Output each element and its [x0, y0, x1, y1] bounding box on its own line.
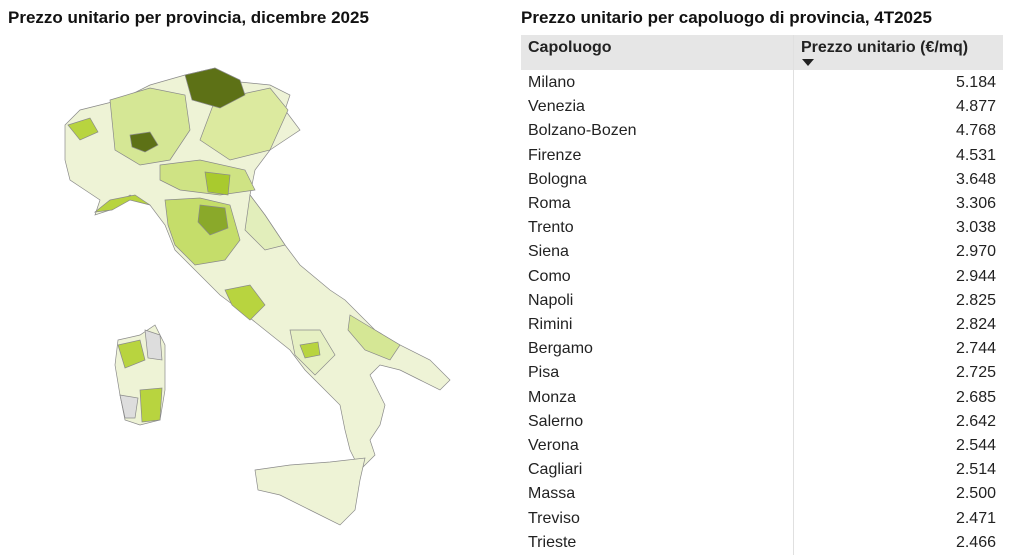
cagliari	[139, 387, 163, 423]
price-cell: 5.184	[955, 74, 996, 91]
roma	[224, 284, 266, 321]
header-cell[interactable]: Prezzo unitario (€/mq)	[801, 39, 969, 56]
marche	[244, 194, 286, 251]
price-cell: 3.038	[955, 219, 996, 237]
price-cell: 2.544	[955, 437, 996, 454]
price-cell: 3.306	[955, 195, 996, 212]
table-row: Salerno 2.642	[521, 411, 1003, 435]
city-cell: Siena	[528, 243, 569, 261]
table-row: Monza 2.685	[521, 387, 1003, 411]
table-row: Trieste 2.466	[521, 532, 1003, 556]
aosta	[67, 117, 99, 141]
table-row: Verona 2.544	[521, 435, 1003, 459]
price-cell: 2.514	[955, 461, 996, 479]
bologna	[204, 171, 231, 196]
city-cell: Como	[528, 267, 571, 285]
trentino	[184, 67, 246, 109]
city-cell: Verona	[528, 437, 579, 454]
table-row: Como 2.944	[521, 266, 1003, 290]
column-divider	[793, 35, 794, 555]
milano	[129, 131, 159, 153]
liguria	[93, 194, 151, 213]
table-row: Trento 3.038	[521, 217, 1003, 241]
city-cell: Trieste	[528, 533, 577, 551]
table-header: Capoluogo Prezzo unitario (€/mq)	[521, 35, 1003, 70]
table-row: Milano 5.184	[521, 72, 1003, 96]
table-row: Cagliari 2.514	[521, 459, 1003, 483]
price-cell: 2.944	[955, 267, 996, 285]
table-row: Massa 2.500	[521, 483, 1003, 507]
map-title: Prezzo unitario per provincia, dicembre …	[8, 8, 369, 27]
table-row: Bergamo 2.744	[521, 338, 1003, 362]
table-row: Bolzano-Bozen 4.768	[521, 120, 1003, 144]
price-cell: 4.768	[955, 122, 996, 140]
city-cell: Salerno	[528, 412, 584, 430]
map	[64, 67, 451, 526]
sort-icon[interactable]	[802, 59, 814, 67]
city-cell: Roma	[528, 195, 571, 212]
price-cell: 2.685	[955, 388, 996, 406]
city-cell: Bolzano-Bozen	[528, 122, 637, 140]
city-cell: Rimini	[528, 316, 573, 333]
table-row: Napoli 2.825	[521, 290, 1003, 314]
city-cell: Treviso	[528, 509, 580, 527]
city-cell: Milano	[528, 74, 576, 91]
table-row: Firenze 4.531	[521, 145, 1003, 169]
price-cell: 2.744	[955, 340, 996, 358]
table-row: Roma 3.306	[521, 193, 1003, 217]
price-cell: 2.725	[955, 364, 996, 382]
price-cell: 2.466	[955, 533, 996, 551]
price-cell: 4.877	[955, 98, 996, 116]
city-cell: Napoli	[528, 291, 574, 309]
price-cell: 2.471	[955, 509, 996, 527]
price-cell: 2.825	[955, 291, 996, 309]
price-cell: 3.648	[955, 170, 996, 188]
city-cell: Pisa	[528, 364, 560, 382]
sardinia-gray	[119, 329, 163, 419]
price-cell: 4.531	[955, 146, 996, 164]
city-cell: Cagliari	[528, 461, 583, 479]
price-cell: 2.970	[955, 243, 996, 261]
city-cell: Firenze	[528, 146, 582, 164]
table-row: Siena 2.970	[521, 241, 1003, 265]
price-cell: 2.642	[955, 412, 996, 430]
firenze	[197, 204, 229, 236]
table-title: Prezzo unitario per capoluogo di provinc…	[521, 8, 932, 27]
table-row: Rimini 2.824	[521, 314, 1003, 338]
puglia	[347, 314, 401, 361]
table-row: Pisa 2.725	[521, 362, 1003, 386]
city-cell: Bologna	[528, 170, 587, 188]
city-cell: Monza	[528, 388, 577, 406]
table-row: Treviso 2.471	[521, 508, 1003, 532]
table-row: Venezia 4.877	[521, 96, 1003, 120]
table-row: Bologna 3.648	[521, 169, 1003, 193]
sardinia-north	[117, 339, 146, 369]
price-cell: 2.824	[955, 316, 996, 333]
price-cell: 2.500	[955, 485, 996, 503]
header-cell[interactable]: Capoluogo	[528, 39, 612, 56]
city-cell: Massa	[528, 485, 576, 503]
city-cell: Bergamo	[528, 340, 593, 358]
napoli	[299, 341, 321, 359]
city-cell: Trento	[528, 219, 574, 237]
lombardy	[109, 87, 191, 166]
city-cell: Venezia	[528, 98, 585, 116]
sicily	[254, 457, 366, 526]
